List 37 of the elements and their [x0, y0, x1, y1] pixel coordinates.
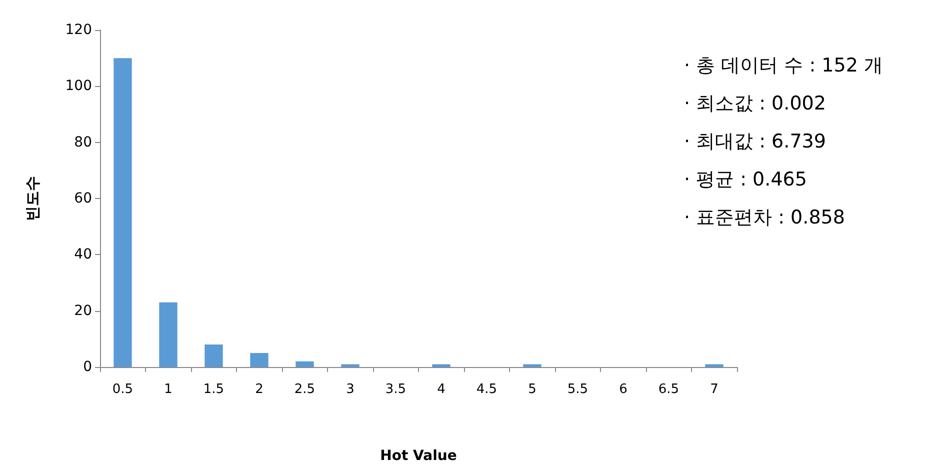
y-tick-label: 0: [83, 359, 92, 375]
y-tick-label: 100: [65, 78, 92, 94]
x-tick-label: 3.5: [385, 382, 406, 397]
x-tick-label: 4.5: [476, 382, 498, 397]
x-tick-label: 2.5: [294, 382, 316, 397]
x-tick-label: 1.5: [203, 382, 224, 397]
y-tick-label: 120: [65, 22, 92, 38]
x-tick-label: 3: [346, 382, 354, 397]
bar: [159, 302, 178, 367]
y-tick-label: 40: [74, 246, 92, 263]
bar: [523, 364, 542, 367]
bar: [114, 58, 132, 367]
annotation: · 총 데이터 수 : 152 개: [684, 54, 883, 76]
y-axis-title: 빈도수: [24, 176, 42, 221]
bar: [341, 364, 360, 367]
bar: [432, 364, 450, 367]
x-tick-label: 4: [437, 382, 446, 397]
annotation: · 최대값 : 6.739: [684, 130, 826, 152]
x-tick-label: 5: [528, 382, 536, 397]
annotation: · 표준편차 : 0.858: [684, 206, 845, 228]
x-tick-label: 6: [619, 382, 628, 397]
bar: [705, 364, 724, 367]
annotation: · 최소값 : 0.002: [684, 92, 826, 114]
y-tick-label: 60: [74, 190, 92, 206]
x-tick-label: 2: [255, 382, 264, 397]
bar: [204, 344, 223, 367]
y-tick-label: 20: [74, 302, 92, 319]
bar: [296, 361, 314, 367]
x-tick-label: 0.5: [112, 382, 134, 397]
x-tick-label: 6.5: [658, 382, 680, 397]
bar: [250, 352, 268, 367]
x-axis-title: Hot Value: [380, 448, 457, 464]
x-tick-label: 7: [710, 382, 718, 397]
y-tick-label: 80: [74, 134, 92, 150]
annotation: · 평균 : 0.465: [684, 168, 807, 190]
x-tick-label: 5.5: [567, 382, 588, 397]
x-tick-label: 1: [164, 382, 172, 397]
